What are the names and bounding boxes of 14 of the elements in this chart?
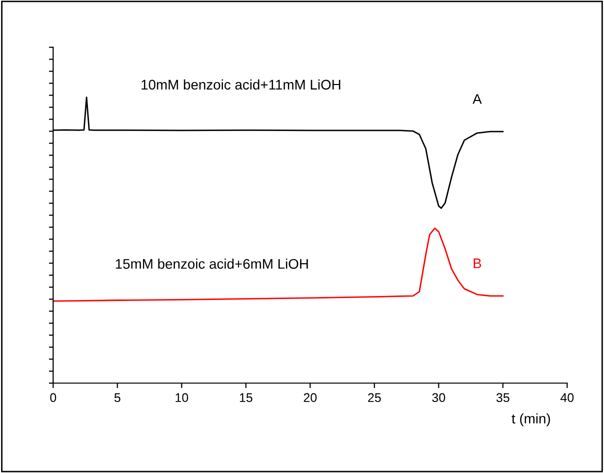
text: 10mM benzoic acid+11mM LiOH [142, 79, 340, 90]
x-tick-label: 5 [114, 393, 120, 402]
x-tick-label: 15 [240, 393, 252, 402]
series-label: B [474, 258, 482, 268]
x-tick-label: 30 [432, 393, 446, 402]
x-tick-label: 35 [496, 393, 510, 402]
x-tick-label: 20 [304, 393, 317, 402]
x-axis-title: t (min) [512, 413, 550, 426]
annotation: 15mM benzoic acid+6mM LiOH [116, 258, 308, 269]
x-tick-label: 25 [368, 393, 381, 402]
x-tick-label: 40 [560, 393, 574, 402]
x-tick-label: 0 [50, 393, 56, 402]
text: A [472, 94, 482, 104]
x-tick-label: 10 [176, 393, 188, 402]
